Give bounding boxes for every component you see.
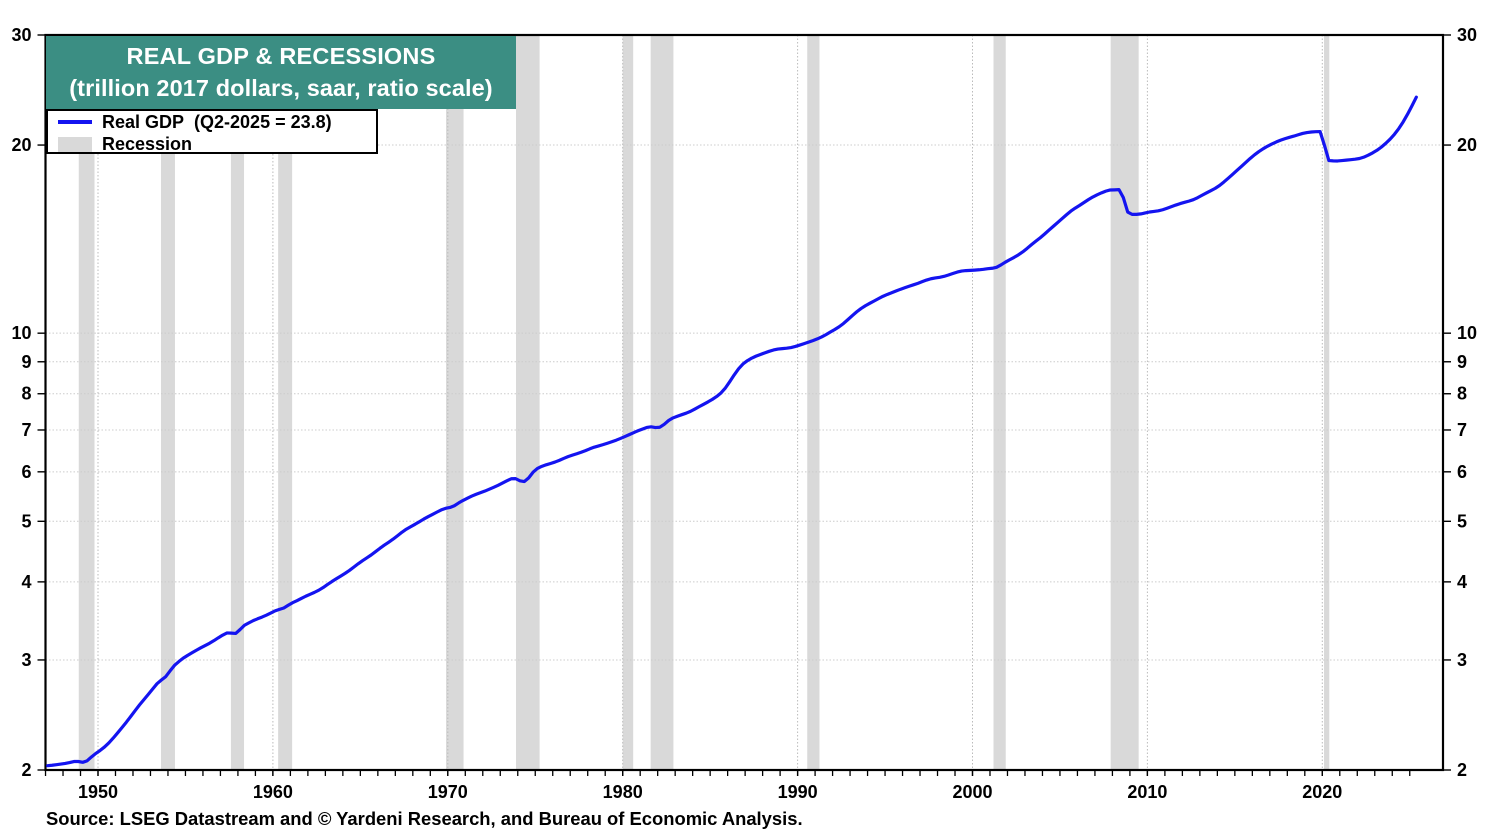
svg-text:20: 20 bbox=[11, 135, 31, 155]
svg-text:30: 30 bbox=[11, 25, 31, 45]
svg-text:9: 9 bbox=[1457, 352, 1467, 372]
svg-text:4: 4 bbox=[1457, 572, 1467, 592]
svg-text:10: 10 bbox=[1457, 323, 1477, 343]
svg-text:2000: 2000 bbox=[952, 782, 992, 802]
svg-text:3: 3 bbox=[1457, 650, 1467, 670]
svg-text:2010: 2010 bbox=[1127, 782, 1167, 802]
svg-text:8: 8 bbox=[1457, 384, 1467, 404]
svg-text:4: 4 bbox=[21, 572, 31, 592]
svg-text:5: 5 bbox=[1457, 511, 1467, 531]
svg-text:6: 6 bbox=[1457, 462, 1467, 482]
svg-text:20: 20 bbox=[1457, 135, 1477, 155]
svg-text:1970: 1970 bbox=[428, 782, 468, 802]
svg-text:1980: 1980 bbox=[603, 782, 643, 802]
svg-text:7: 7 bbox=[1457, 420, 1467, 440]
svg-text:1990: 1990 bbox=[778, 782, 818, 802]
svg-text:2020: 2020 bbox=[1302, 782, 1342, 802]
svg-text:1960: 1960 bbox=[253, 782, 293, 802]
svg-text:30: 30 bbox=[1457, 25, 1477, 45]
svg-text:2: 2 bbox=[1457, 760, 1467, 780]
svg-text:1950: 1950 bbox=[78, 782, 118, 802]
svg-text:9: 9 bbox=[21, 352, 31, 372]
svg-text:7: 7 bbox=[21, 420, 31, 440]
svg-text:10: 10 bbox=[11, 323, 31, 343]
svg-text:3: 3 bbox=[21, 650, 31, 670]
svg-text:2: 2 bbox=[21, 760, 31, 780]
svg-text:6: 6 bbox=[21, 462, 31, 482]
svg-text:8: 8 bbox=[21, 384, 31, 404]
svg-text:5: 5 bbox=[21, 511, 31, 531]
